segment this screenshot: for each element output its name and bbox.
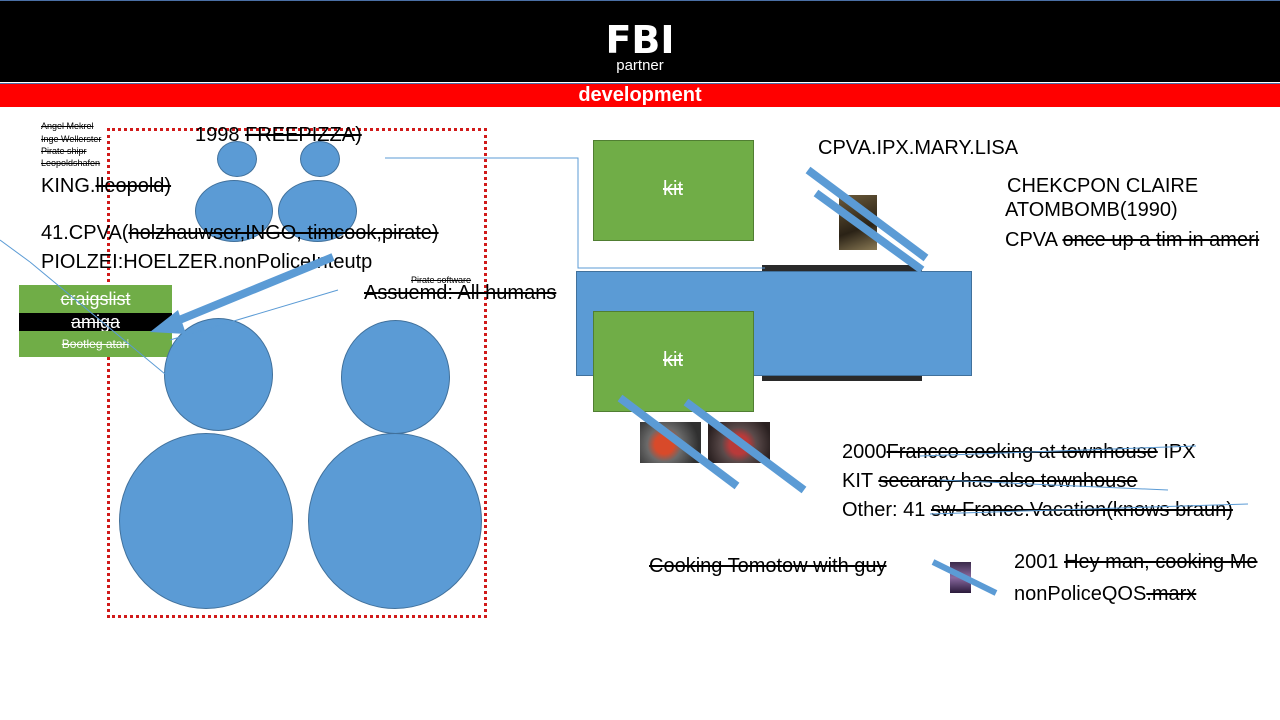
dotted-frame (107, 128, 487, 618)
pirate-software-note: Pirate software (411, 275, 472, 285)
figure-body-large (119, 433, 293, 609)
note-other: Other: 41 sw-France.Vacation(knows braun… (842, 498, 1233, 522)
small-name: Inge Wellerster (41, 134, 102, 144)
year-1998-struck: FREEPIZZA) (245, 124, 362, 146)
connector-line (919, 445, 1197, 457)
cooking-note: Cooking Tomotow with guy (649, 555, 887, 577)
header-bar (0, 0, 1280, 82)
cpva-note: 41.CPVA(holzhauwser,INGO, timcook,pirate… (41, 221, 439, 245)
connector-line (385, 157, 765, 269)
kit-label: kit (663, 178, 683, 200)
strike-bar (617, 394, 740, 490)
note-kit-struck: secarary has also townhouse (878, 470, 1138, 492)
cpva-right-prefix: CPVA (1005, 229, 1057, 251)
kit-box (593, 311, 754, 412)
cpva-prefix: 41.CPVA( (41, 222, 129, 244)
small-name: Pirate shipr (41, 146, 87, 156)
tag-craigslist: craigslist (19, 285, 172, 313)
year-1998-note: 1998 FREEPIZZA) (195, 123, 362, 147)
nonpolice-note: nonPoliceQOS.marx (1014, 582, 1196, 606)
figure-body-small (195, 180, 273, 242)
checkpoint-note: CHEKCPON CLAIRE (1007, 175, 1199, 197)
assumed-note: Assuemd: All humans (364, 281, 576, 305)
connector-line (29, 261, 166, 375)
note-other-prefix: Other: 41 (842, 499, 926, 521)
figure-body-small (278, 180, 357, 242)
cpva-right-struck: once up a tim in ameri (1062, 229, 1260, 251)
small-name: Angel Mekrel (41, 121, 94, 131)
cpva-struck: holzhauwser,INGO, timcook,pirate) (128, 222, 439, 244)
section-bar (0, 83, 1280, 107)
piolzei-note: PIOLZEI:HOELZER.nonPoliceInteutp (41, 251, 373, 273)
strike-bar (683, 398, 807, 494)
note-2001-struck: Hey man, cooking Me (1064, 551, 1258, 573)
note-2000-prefix: 2000 (842, 441, 887, 463)
king-struck: lleopold) (95, 175, 172, 197)
connector-line (169, 289, 339, 341)
strike-bar (805, 166, 929, 262)
header-title: FBI (605, 18, 675, 62)
assumed-text: Assuemd: All humans (364, 282, 557, 304)
figure-head-large (341, 320, 450, 434)
note-kit-prefix: KIT (842, 470, 873, 492)
tag-bootleg-atari: Bootleg atari (19, 331, 172, 357)
cpva-ipx-note: CPVA.IPX.MARY.LISA (818, 137, 1019, 159)
figure-body-large (308, 433, 482, 609)
connector-line (929, 503, 1249, 515)
connector-line (0, 239, 31, 263)
tag-label: craigslist (60, 289, 131, 309)
thick-arrow-head (150, 310, 186, 334)
figure-head-small (217, 141, 257, 177)
section-title: development (578, 84, 702, 106)
note-2001: 2001 Hey man, cooking Me (1014, 550, 1280, 574)
strike-bar (931, 559, 998, 596)
year-1998-prefix: 1998 (195, 124, 240, 146)
thick-arrow-shaft (170, 253, 335, 327)
tag-label: Bootleg atari (61, 337, 130, 351)
nonpolice-struck: .marx (1146, 583, 1197, 605)
atombomb-note: ATOMBOMB(1990) (1005, 199, 1178, 221)
nonpolice-prefix: nonPoliceQOS (1014, 583, 1147, 605)
note-other-struck: sw-France.Vacation(knows braun) (930, 499, 1233, 521)
note-kit: KIT secarary has also townhouse (842, 469, 1137, 493)
small-name: Leopoldshafen (41, 158, 101, 168)
connector-line (939, 479, 1169, 491)
note-2001-prefix: 2001 (1014, 551, 1059, 573)
figure-head-small (300, 141, 340, 177)
kit-label: kit (663, 349, 683, 371)
king-note: KING.lleopold) (41, 174, 171, 198)
header-subtitle: partner (616, 57, 664, 74)
king-prefix: KING. (41, 175, 96, 197)
cpva-right-note: CPVA once up a tim in ameri (1005, 228, 1280, 252)
strike-bar (813, 189, 925, 274)
kit-box (593, 140, 754, 241)
